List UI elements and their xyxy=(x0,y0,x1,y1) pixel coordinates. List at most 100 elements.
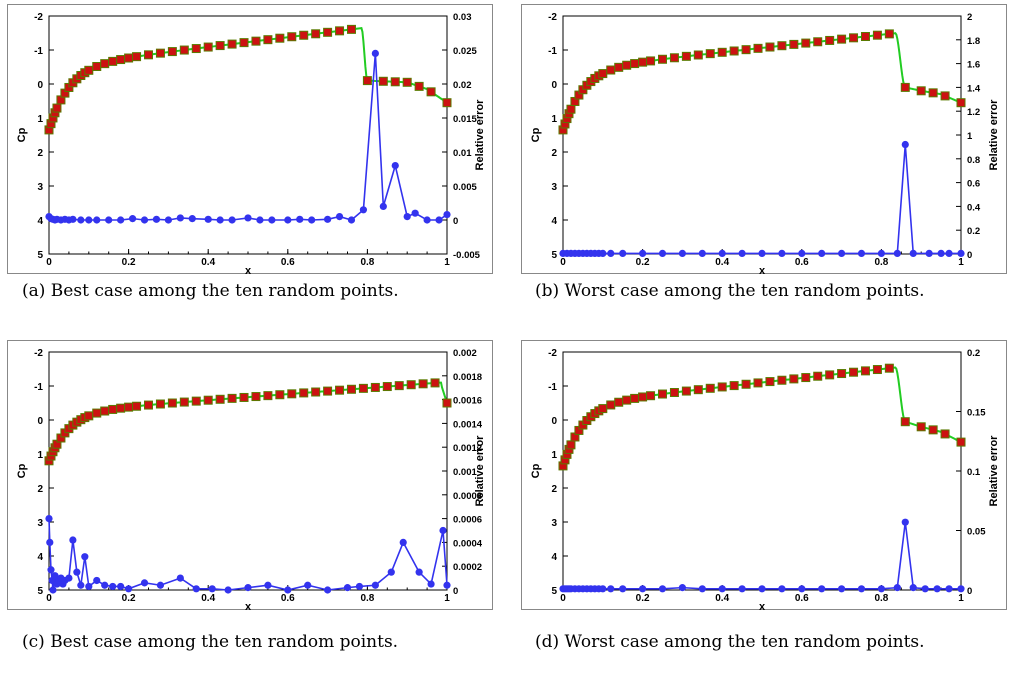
error-series-marker xyxy=(296,215,304,223)
error-series-marker xyxy=(877,249,885,258)
cp-prediction-marker xyxy=(287,32,297,42)
cp-prediction-marker xyxy=(430,378,440,388)
cp-prediction-marker xyxy=(227,39,237,49)
error-series-marker xyxy=(244,584,252,592)
y-tick-label: -1 xyxy=(34,46,43,57)
cp-prediction-marker xyxy=(191,44,201,54)
error-series-marker xyxy=(427,580,435,588)
error-series-marker xyxy=(439,526,447,535)
error-series-marker xyxy=(798,585,806,593)
cp-prediction-marker xyxy=(669,388,679,398)
x-tick-label: 0.2 xyxy=(122,593,136,604)
error-series-marker xyxy=(658,585,667,593)
cp-prediction-marker xyxy=(884,29,894,39)
cp-prediction-marker xyxy=(916,86,926,96)
cp-prediction-marker xyxy=(646,56,656,66)
cp-prediction-marker xyxy=(825,35,835,45)
y-tick-label: 1 xyxy=(551,114,557,125)
error-series-marker xyxy=(208,585,216,593)
error-series-marker xyxy=(204,215,212,223)
error-series-marker xyxy=(105,216,113,224)
cp-prediction-marker xyxy=(215,41,225,51)
error-series-marker xyxy=(371,581,379,589)
y-tick-label: -2 xyxy=(548,12,557,23)
cp-prediction-marker xyxy=(382,382,392,392)
x-tick-label: 0.8 xyxy=(874,593,888,604)
y2-tick-label: 0.15 xyxy=(967,408,986,419)
y2-tick-label: 0.1 xyxy=(967,467,981,478)
error-series-marker xyxy=(798,249,806,258)
y2-tick-label: 1.6 xyxy=(967,60,980,71)
cp-prediction-marker xyxy=(681,51,691,61)
cp-prediction-marker xyxy=(335,26,345,36)
x-tick-label: 0.4 xyxy=(715,257,729,268)
cp-prediction-marker xyxy=(402,77,412,87)
cp-prediction-marker xyxy=(346,384,356,394)
cp-prediction-marker xyxy=(789,374,799,384)
y-tick-label: 0 xyxy=(551,416,557,427)
cp-prediction-marker xyxy=(900,82,910,92)
cp-prediction-marker xyxy=(729,46,739,56)
error-series-marker xyxy=(909,249,917,258)
error-series-marker xyxy=(93,576,101,585)
cp-prediction-marker xyxy=(630,393,640,403)
error-series-marker xyxy=(51,572,59,580)
cp-prediction-marker xyxy=(84,411,94,421)
y-axis-label: Cp xyxy=(530,127,542,142)
y-tick-label: -1 xyxy=(548,382,557,393)
error-series-marker xyxy=(423,216,431,224)
cp-prediction-marker xyxy=(390,77,400,87)
cp-prediction-marker xyxy=(287,389,297,399)
cp-prediction-marker xyxy=(92,62,102,72)
cp-prediction-marker xyxy=(144,400,153,410)
cp-prediction-marker xyxy=(426,87,436,97)
cp-prediction-marker xyxy=(765,42,775,52)
y2-tick-label: 0 xyxy=(967,250,972,261)
error-series-marker xyxy=(698,585,706,593)
error-series-marker xyxy=(47,566,55,574)
cp-prediction-marker xyxy=(108,56,118,66)
cp-prediction-marker xyxy=(124,53,134,63)
x-tick-label: 0.6 xyxy=(795,257,809,268)
error-series-marker xyxy=(901,140,909,149)
caption-b: (b) Worst case among the ten random poin… xyxy=(535,281,925,301)
cp-prediction-marker xyxy=(144,50,153,60)
error-series-marker xyxy=(379,202,387,210)
y2-axis-label: Relative error xyxy=(988,435,1000,507)
error-series-marker xyxy=(69,215,77,223)
cp-prediction-marker xyxy=(362,76,372,86)
y2-tick-label: 1.4 xyxy=(967,83,981,94)
error-series-marker xyxy=(244,214,252,222)
error-series-marker xyxy=(117,582,125,591)
error-series-marker xyxy=(619,585,627,593)
cp-prediction-marker xyxy=(263,391,273,401)
x-tick-label: 0 xyxy=(560,257,566,268)
x-tick-label: 1 xyxy=(958,257,964,268)
cp-prediction-marker xyxy=(813,37,823,47)
cp-prediction-marker xyxy=(860,366,870,376)
x-axis-label: x xyxy=(759,601,766,610)
y2-tick-label: 0 xyxy=(453,216,458,227)
cp-prediction-marker xyxy=(275,390,285,400)
error-series-marker xyxy=(192,585,200,593)
error-series-marker xyxy=(101,581,109,589)
error-series-marker xyxy=(228,216,236,224)
cp-prediction-marker xyxy=(900,417,910,427)
y2-tick-label: 0.2 xyxy=(967,348,980,359)
y-tick-label: 1 xyxy=(37,114,43,125)
cp-prediction-marker xyxy=(638,392,648,402)
error-series-marker xyxy=(818,249,826,258)
error-series-marker xyxy=(925,249,933,258)
error-series-marker xyxy=(857,249,866,258)
y-tick-label: 1 xyxy=(37,450,43,461)
error-series-marker xyxy=(399,538,407,546)
y2-tick-label: 1 xyxy=(967,131,973,142)
error-series-marker xyxy=(304,581,312,589)
error-series-marker xyxy=(188,215,196,223)
y2-tick-label: 0.0002 xyxy=(453,562,482,573)
cp-prediction-marker xyxy=(825,370,835,380)
error-series-marker xyxy=(256,216,264,224)
error-series-marker xyxy=(738,249,746,258)
error-series-marker xyxy=(698,249,706,258)
